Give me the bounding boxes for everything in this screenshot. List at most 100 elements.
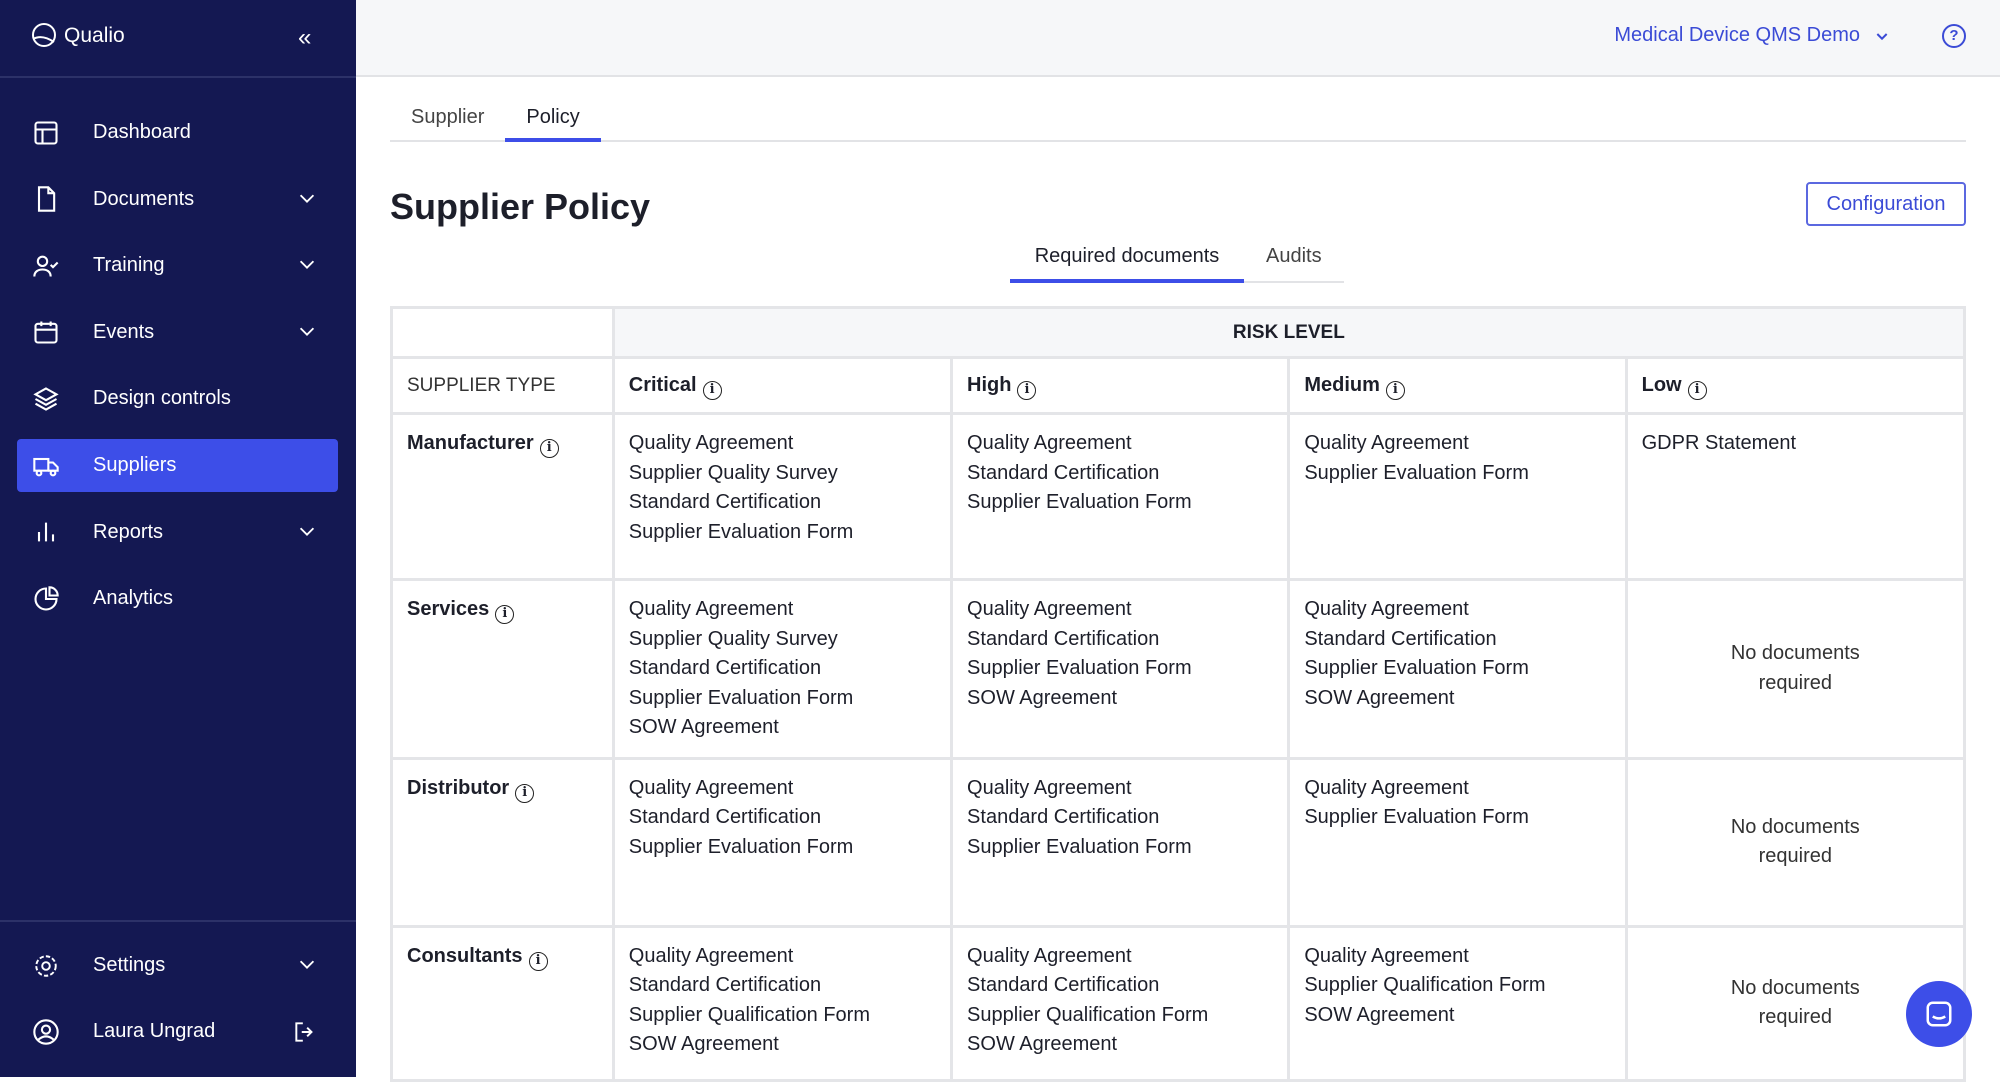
document-item: Quality Agreement xyxy=(967,432,1132,454)
document-item: Quality Agreement xyxy=(628,598,794,620)
document-item: SOW Agreement xyxy=(1304,1003,1455,1026)
sidebar-item-label: Training xyxy=(93,254,165,277)
pie-chart-icon xyxy=(31,584,61,614)
layers-icon xyxy=(31,384,61,414)
document-item: Supplier Evaluation Form xyxy=(628,835,854,858)
sidebar-item-analytics[interactable]: Analytics xyxy=(17,572,338,625)
documents-cell: Quality Agreement Standard Certification S… xyxy=(1287,578,1628,760)
info-icon[interactable]: i xyxy=(702,380,722,400)
document-item: Supplier Evaluation Form xyxy=(628,686,854,709)
sidebar-item-label: Documents xyxy=(93,187,195,210)
sidebar-item-design-controls[interactable]: Design controls xyxy=(17,372,338,425)
sidebar-item-label: Dashboard xyxy=(93,121,191,143)
sidebar-item-label: Settings xyxy=(93,954,166,976)
help-icon[interactable]: ? xyxy=(1942,24,1966,48)
document-item: Quality Agreement xyxy=(628,776,794,799)
chevron-down-icon[interactable] xyxy=(296,320,318,342)
document-item: GDPR Statement xyxy=(1641,432,1797,454)
risk-column-medium: Medium i xyxy=(1287,356,1628,415)
documents-cell: Quality Agreement Supplier Quality Survey… xyxy=(611,412,954,581)
collapse-sidebar-icon[interactable]: « xyxy=(298,24,312,51)
documents-cell: Quality Agreement Supplier Quality Survey… xyxy=(611,578,954,760)
documents-cell: Quality Agreement Supplier Evaluation For… xyxy=(1287,756,1628,928)
chevron-down-icon[interactable] xyxy=(296,520,318,542)
document-item: SOW Agreement xyxy=(967,686,1118,709)
sidebar-item-settings[interactable]: Settings xyxy=(17,939,338,992)
column-label: Medium xyxy=(1304,373,1380,396)
document-item: Quality Agreement xyxy=(1304,598,1469,620)
tab-required-documents[interactable]: Required documents xyxy=(1010,240,1244,283)
tab-supplier[interactable]: Supplier xyxy=(411,106,485,128)
document-item: SOW Agreement xyxy=(1304,686,1455,709)
document-item: Standard Certification xyxy=(967,974,1160,996)
qualio-logo[interactable]: Qualio xyxy=(30,22,125,50)
sidebar-item-events[interactable]: Events xyxy=(17,306,338,359)
supplier-type-cell: Consultants i xyxy=(390,924,615,1082)
tab-audits[interactable]: Audits xyxy=(1266,245,1322,267)
documents-cell: Quality Agreement Supplier Evaluation For… xyxy=(1287,412,1628,581)
info-icon[interactable]: i xyxy=(539,439,559,458)
document-item: Quality Agreement xyxy=(1304,944,1469,967)
no-documents-cell: No documents required xyxy=(1624,578,1967,760)
sidebar-item-label: Analytics xyxy=(93,587,174,610)
document-item: Quality Agreement xyxy=(1304,432,1469,454)
org-switcher[interactable]: Medical Device QMS Demo xyxy=(1614,24,1890,47)
table-row: Services i Quality Agreement Supplier Quali… xyxy=(390,578,1967,760)
column-label: Critical xyxy=(628,373,697,396)
sidebar-item-suppliers[interactable]: Suppliers xyxy=(17,439,338,492)
sidebar-item-reports[interactable]: Reports xyxy=(17,506,338,559)
risk-level-header: RISK LEVEL xyxy=(611,306,1967,359)
info-icon[interactable]: i xyxy=(1687,380,1707,400)
documents-cell: Quality Agreement Standard Certification S… xyxy=(950,924,1291,1082)
info-icon[interactable]: i xyxy=(515,783,535,803)
supplier-type-cell: Services i xyxy=(390,578,615,760)
table-row: Manufacturer i Quality Agreement Supplier Q… xyxy=(390,412,1967,581)
documents-cell: Quality Agreement Supplier Qualification … xyxy=(1287,924,1628,1082)
sidebar: Qualio « Dashboard Documents Training Event… xyxy=(0,0,356,1077)
document-item: Supplier Qualification Form xyxy=(1304,974,1546,996)
chat-icon xyxy=(1926,1001,1952,1027)
supplier-type-label: Distributor xyxy=(407,776,510,799)
documents-cell: Quality Agreement Standard Certification S… xyxy=(950,412,1291,581)
supplier-type-label: Consultants xyxy=(407,944,523,967)
document-item: Quality Agreement xyxy=(967,776,1132,799)
document-item: Supplier Evaluation Form xyxy=(1304,806,1529,828)
user-check-icon xyxy=(31,251,61,281)
user-profile[interactable]: Laura Ungrad xyxy=(17,1005,338,1058)
no-documents-text: No documents required xyxy=(1730,976,1860,1029)
document-icon xyxy=(31,184,61,214)
document-item: Supplier Evaluation Form xyxy=(628,520,854,543)
info-icon[interactable]: i xyxy=(528,951,548,971)
documents-cell: Quality Agreement Standard Certification S… xyxy=(611,756,954,928)
chat-launcher-button[interactable] xyxy=(1906,981,1972,1047)
document-item: Standard Certification xyxy=(1304,627,1497,650)
document-item: SOW Agreement xyxy=(628,1033,779,1055)
document-item: Standard Certification xyxy=(967,806,1160,828)
sidebar-item-label: Design controls xyxy=(93,387,231,410)
user-name: Laura Ungrad xyxy=(93,1020,216,1042)
info-icon[interactable]: i xyxy=(1017,380,1037,400)
sidebar-item-dashboard[interactable]: Dashboard xyxy=(17,106,338,159)
logout-icon[interactable] xyxy=(292,1019,318,1045)
calendar-icon xyxy=(31,317,61,347)
supplier-type-cell: Manufacturer i xyxy=(390,412,615,581)
document-item: Standard Certification xyxy=(628,806,822,828)
document-item: Supplier Quality Survey xyxy=(628,461,838,484)
info-icon[interactable]: i xyxy=(495,605,515,624)
info-icon[interactable]: i xyxy=(1385,380,1405,400)
policy-subtabs: Required documents Audits xyxy=(1010,240,1344,283)
sidebar-item-training[interactable]: Training xyxy=(17,239,338,292)
no-documents-cell: No documents required xyxy=(1624,756,1967,928)
no-documents-text: No documents required xyxy=(1730,815,1860,868)
document-item: Standard Certification xyxy=(628,974,822,996)
configuration-button[interactable]: Configuration xyxy=(1806,182,1966,226)
chevron-down-icon[interactable] xyxy=(296,253,318,275)
document-item: Standard Certification xyxy=(628,491,822,513)
supplier-type-cell: Distributor i xyxy=(390,756,615,928)
sidebar-item-documents[interactable]: Documents xyxy=(17,173,338,226)
tab-policy[interactable]: Policy xyxy=(505,98,601,142)
chevron-down-icon[interactable] xyxy=(296,187,318,209)
documents-cell: GDPR Statement xyxy=(1624,412,1967,581)
document-item: Supplier Evaluation Form xyxy=(1304,657,1529,679)
policy-table: RISK LEVEL SUPPLIER TYPE Critical i High i Me… xyxy=(390,306,1967,1082)
